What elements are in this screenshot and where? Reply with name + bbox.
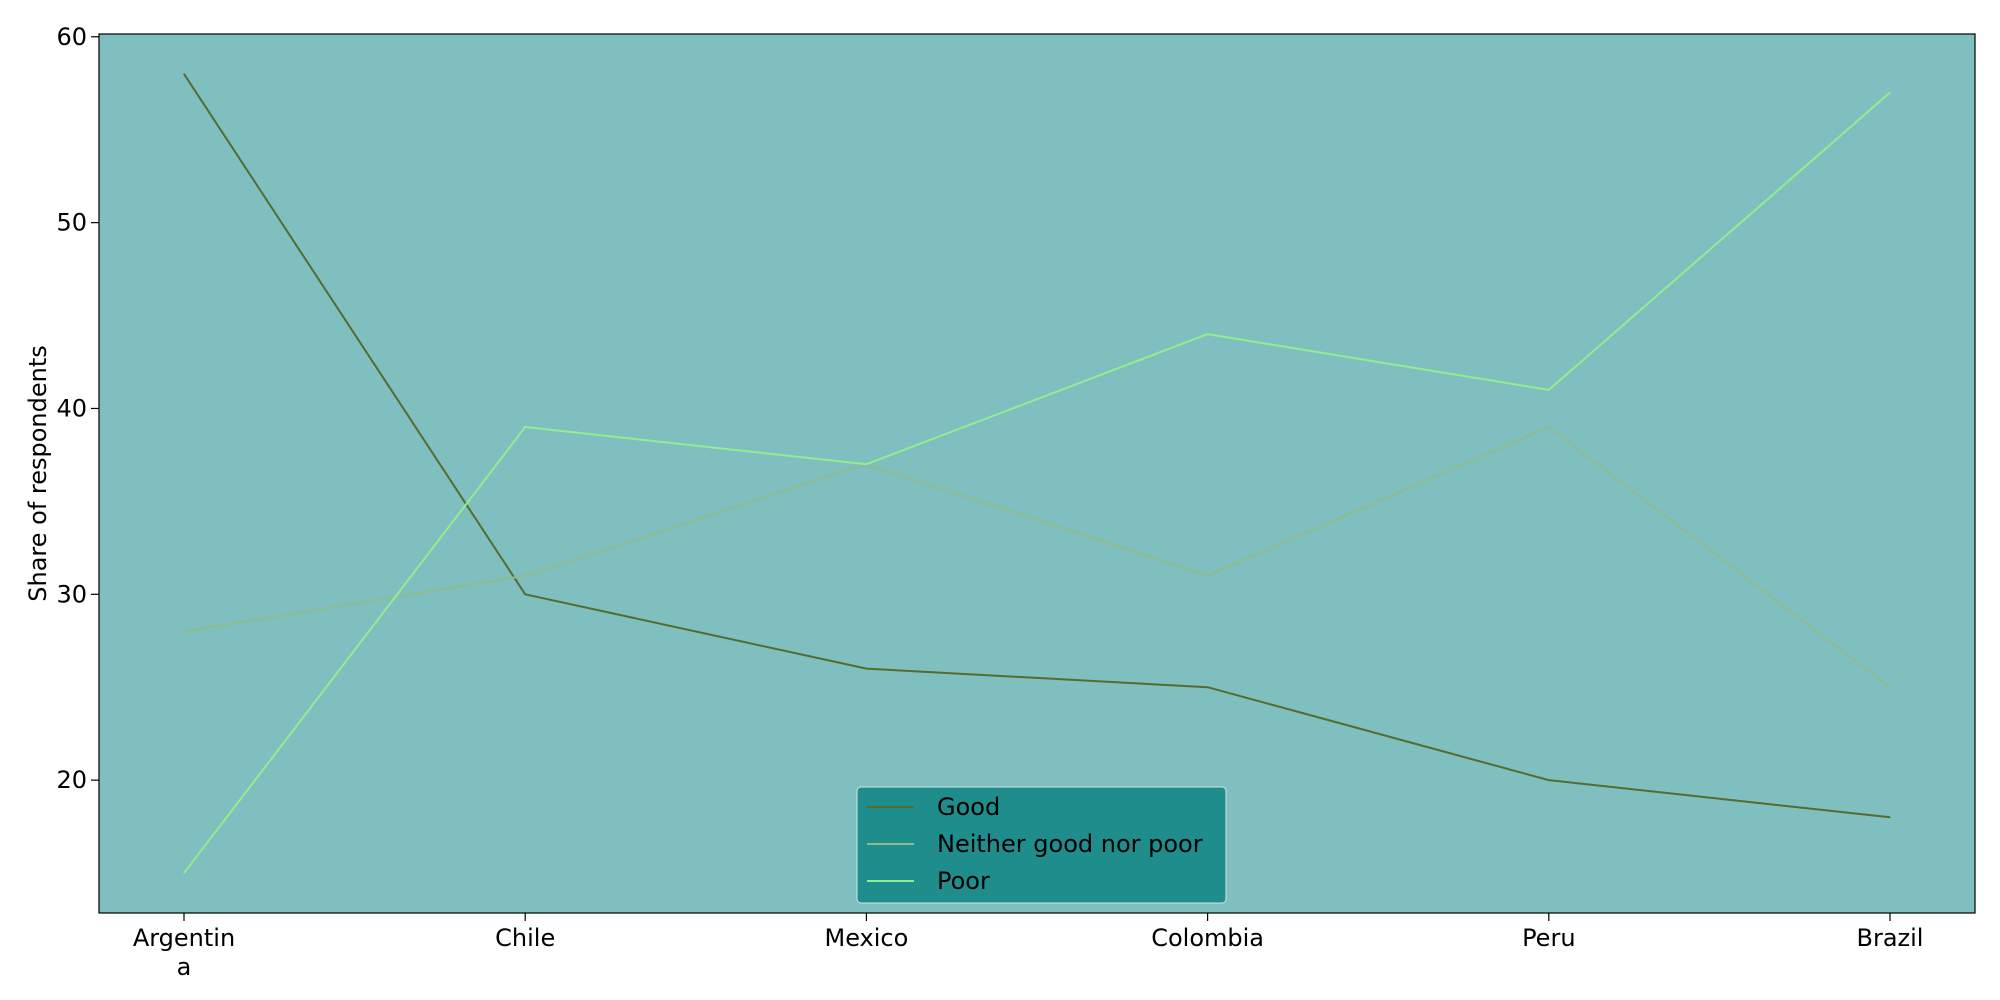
data-point-poor-0: [183, 872, 185, 874]
legend-box: [856, 786, 1227, 904]
data-point-good-2: [865, 668, 868, 670]
legend: Good Neither good nor poor Poor: [856, 786, 1227, 904]
series-line-poor: [183, 91, 1891, 874]
x-axis: Argentin a Chile Mexico Colombia Peru Brazil: [133, 913, 1924, 981]
x-tick-label: Colombia: [1151, 924, 1264, 952]
x-tick-label: Mexico: [824, 924, 908, 952]
y-tick-label: 30: [56, 580, 87, 608]
data-point-good-3: [1207, 686, 1209, 688]
data-point-poor-3: [1207, 333, 1209, 335]
plot-frame: [98, 33, 1976, 914]
legend-label-neither-good-nor-poor: Neither good nor poor: [937, 830, 1203, 858]
data-point-poor-2: [865, 463, 868, 465]
data-point-neither-good-nor-poor-0: [183, 630, 185, 633]
data-point-good-1: [524, 593, 526, 595]
series-line-neither-good-nor-poor: [183, 426, 1891, 689]
data-point-poor-4: [1548, 389, 1550, 391]
data-point-neither-good-nor-poor-1: [524, 575, 526, 577]
data-point-good-0: [183, 73, 185, 75]
data-point-good-4: [1548, 779, 1550, 781]
y-axis-label: Share of respondents: [24, 345, 52, 602]
x-tick-label: Peru: [1522, 924, 1575, 952]
y-axis: 20 30 40 50 60: [56, 23, 99, 794]
legend-label-poor: Poor: [937, 867, 990, 895]
data-point-good-5: [1889, 816, 1891, 818]
data-point-neither-good-nor-poor-3: [1207, 575, 1209, 577]
legend-label-good: Good: [937, 793, 1000, 821]
data-point-neither-good-nor-poor-4: [1548, 426, 1550, 428]
series-line-good: [183, 73, 1891, 819]
y-tick-label: 40: [56, 394, 87, 422]
x-tick-label: Chile: [495, 924, 555, 952]
plot-area: [99, 34, 1975, 913]
series-layer: [183, 73, 1891, 874]
data-point-poor-5: [1889, 91, 1891, 94]
y-tick-label: 20: [56, 766, 87, 794]
y-tick-label: 60: [56, 23, 87, 51]
data-point-neither-good-nor-poor-5: [1889, 686, 1891, 688]
x-tick-label: Argentin a: [133, 924, 235, 981]
data-point-poor-1: [524, 426, 526, 428]
x-tick-label: Brazil: [1857, 924, 1924, 952]
y-tick-label: 50: [56, 209, 87, 237]
